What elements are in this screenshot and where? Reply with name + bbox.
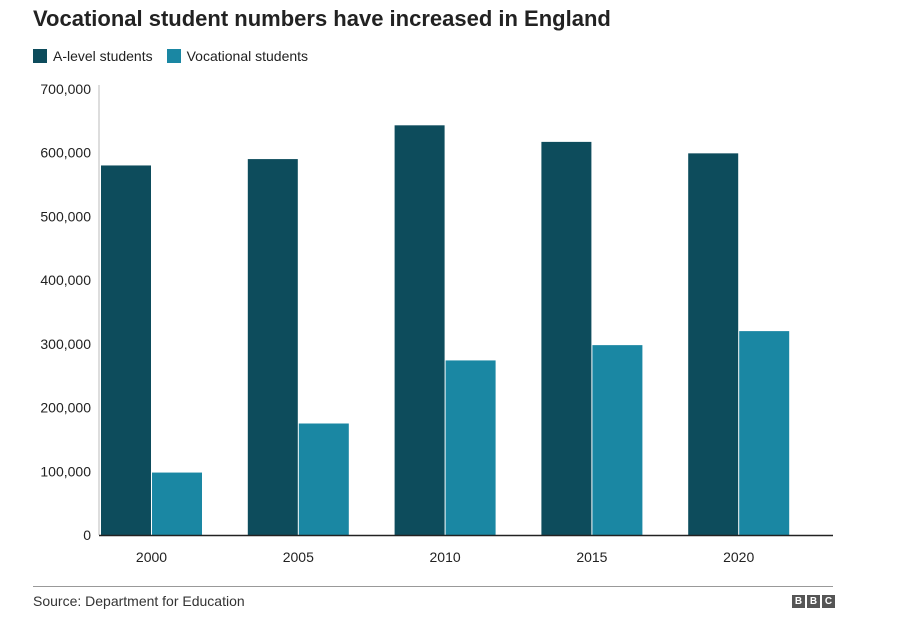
- logo-letter: C: [822, 595, 835, 608]
- bar-a-level: [101, 165, 151, 535]
- bar-vocational: [152, 472, 202, 535]
- y-tick-label: 500,000: [40, 208, 91, 224]
- chart-title: Vocational student numbers have increase…: [33, 6, 611, 31]
- x-tick-label: 2000: [136, 549, 167, 565]
- legend-item-vocational: Vocational students: [166, 48, 309, 64]
- legend-swatch-a-level: [33, 49, 47, 63]
- bar-a-level: [688, 153, 739, 535]
- bar-a-level: [394, 125, 445, 536]
- y-tick-label: 300,000: [40, 336, 91, 352]
- legend-swatch-vocational: [166, 49, 181, 63]
- bar-a-level: [541, 141, 592, 535]
- y-tick-label: 700,000: [40, 81, 91, 97]
- logo-letter: B: [807, 595, 820, 608]
- legend: A-level students Vocational students: [33, 48, 322, 64]
- bar-vocational: [739, 331, 790, 535]
- x-tick-label: 2020: [723, 549, 754, 565]
- y-tick-label: 0: [83, 527, 91, 543]
- x-tick-label: 2005: [283, 549, 314, 565]
- legend-label-a-level: A-level students: [53, 48, 153, 64]
- bar-vocational: [298, 423, 349, 535]
- y-tick-label: 200,000: [40, 400, 91, 416]
- x-tick-label: 2010: [430, 549, 461, 565]
- bar-vocational: [445, 360, 496, 535]
- source-note: Source: Department for Education: [33, 593, 245, 609]
- y-tick-label: 100,000: [40, 463, 91, 479]
- bar-a-level: [247, 159, 298, 536]
- bar-vocational: [592, 345, 643, 535]
- x-tick-label: 2015: [576, 549, 607, 565]
- logo-letter: B: [792, 595, 805, 608]
- legend-label-vocational: Vocational students: [186, 48, 309, 64]
- footer-divider: [33, 586, 833, 587]
- y-tick-label: 600,000: [40, 145, 91, 161]
- y-tick-label: 400,000: [40, 272, 91, 288]
- legend-item-a-level: A-level students: [33, 48, 153, 64]
- bbc-logo: B B C: [790, 595, 835, 608]
